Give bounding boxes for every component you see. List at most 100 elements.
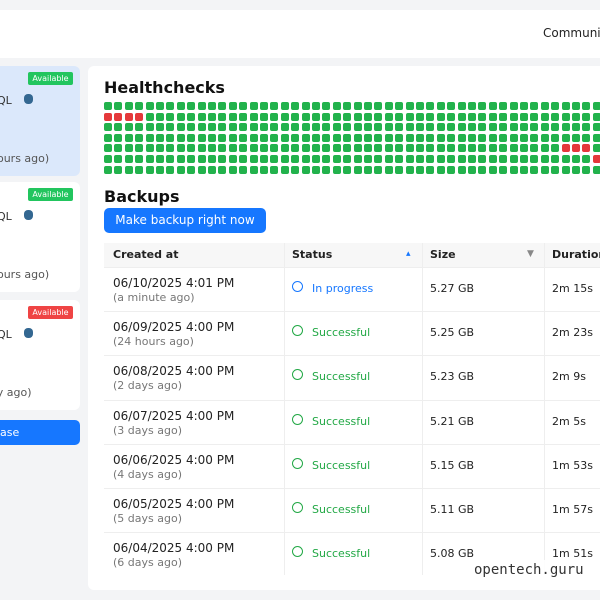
health-square: [228, 133, 237, 142]
health-square: [312, 155, 320, 163]
health-square: [405, 165, 414, 174]
health-square: [124, 123, 133, 132]
health-square: [208, 112, 216, 121]
health-square: [572, 155, 580, 163]
size: 5.15 GB: [430, 458, 475, 472]
health-square: [374, 112, 383, 121]
db-icon: [24, 328, 33, 338]
sort-icon[interactable]: ▴: [406, 249, 411, 259]
filter-icon[interactable]: ▼: [527, 249, 534, 259]
health-square: [457, 165, 466, 174]
health-square: [260, 112, 268, 121]
sidebar-button[interactable]: ase: [0, 420, 80, 445]
health-square: [395, 102, 404, 110]
health-square: [249, 112, 258, 121]
health-square: [530, 155, 539, 163]
health-square: [249, 123, 258, 132]
health-square: [135, 112, 144, 121]
table-header: [104, 243, 600, 267]
health-square: [135, 102, 144, 110]
health-square: [488, 133, 497, 142]
health-square: [488, 102, 497, 110]
health-square: [353, 123, 362, 132]
health-square: [270, 144, 279, 153]
health-square: [405, 155, 414, 163]
health-square: [572, 133, 580, 142]
health-square: [187, 133, 196, 142]
status-icon: [292, 325, 303, 337]
health-square: [582, 133, 591, 142]
health-square: [551, 165, 560, 174]
health-square: [478, 102, 487, 110]
health-square: [239, 133, 248, 142]
health-square: [208, 144, 216, 153]
status: Successful: [312, 370, 371, 384]
row-divider: [104, 311, 600, 313]
health-square: [447, 102, 456, 110]
health-square: [364, 165, 372, 174]
topbar-link[interactable]: Community: [543, 26, 600, 40]
health-square: [260, 102, 268, 110]
row-divider: [104, 532, 600, 534]
status: Successful: [312, 547, 371, 561]
health-square: [540, 123, 549, 132]
db-card[interactable]: Available SQL hours ago): [0, 66, 80, 176]
db-card[interactable]: Available SQL ay ago): [0, 300, 80, 410]
created-ago: (a minute ago): [113, 291, 195, 304]
column-header[interactable]: Size: [430, 248, 456, 261]
db-card[interactable]: Available SQL hours ago): [0, 182, 80, 292]
row-divider: [104, 399, 600, 401]
health-square: [395, 165, 404, 174]
health-square: [364, 102, 372, 110]
health-square: [572, 123, 580, 132]
health-square: [478, 144, 487, 153]
db-icon: [24, 210, 33, 220]
backup-button[interactable]: Make backup right now: [104, 208, 266, 233]
health-square: [322, 102, 331, 110]
health-square: [176, 155, 185, 163]
column-header[interactable]: Created at: [113, 248, 179, 261]
health-square: [135, 133, 144, 142]
health-square: [561, 165, 570, 174]
health-square: [114, 144, 123, 153]
created-date: 06/07/2025 4:00 PM: [113, 408, 235, 423]
health-square: [291, 112, 300, 121]
health-square: [530, 144, 539, 153]
health-square: [520, 112, 528, 121]
created-date: 06/08/2025 4:00 PM: [113, 364, 235, 379]
health-square: [301, 102, 310, 110]
health-square: [312, 144, 320, 153]
column-header[interactable]: Status: [292, 248, 333, 261]
watermark: opentech.guru: [470, 560, 588, 580]
health-square: [384, 123, 393, 132]
health-square: [457, 112, 466, 121]
health-square: [426, 165, 435, 174]
health-square: [187, 123, 196, 132]
duration: 2m 23s: [552, 326, 593, 340]
health-square: [374, 133, 383, 142]
health-square: [478, 123, 487, 132]
db-time: hours ago): [0, 152, 50, 165]
health-square: [176, 133, 185, 142]
health-square: [332, 102, 341, 110]
health-square: [436, 123, 445, 132]
column-header[interactable]: Duration: [552, 248, 600, 261]
health-square: [405, 112, 414, 121]
health-square: [249, 133, 258, 142]
health-square: [582, 102, 591, 110]
health-square: [520, 165, 528, 174]
health-square: [530, 102, 539, 110]
health-square: [509, 102, 518, 110]
db-name: SQL: [0, 328, 12, 341]
health-square: [260, 144, 268, 153]
health-square: [395, 112, 404, 121]
created-ago: (2 days ago): [113, 379, 182, 393]
health-square: [218, 144, 227, 153]
health-square: [447, 133, 456, 142]
health-square: [239, 102, 248, 110]
health-square: [135, 155, 144, 163]
health-square: [104, 102, 112, 110]
health-square: [322, 165, 331, 174]
health-square: [468, 123, 476, 132]
health-square: [187, 155, 196, 163]
